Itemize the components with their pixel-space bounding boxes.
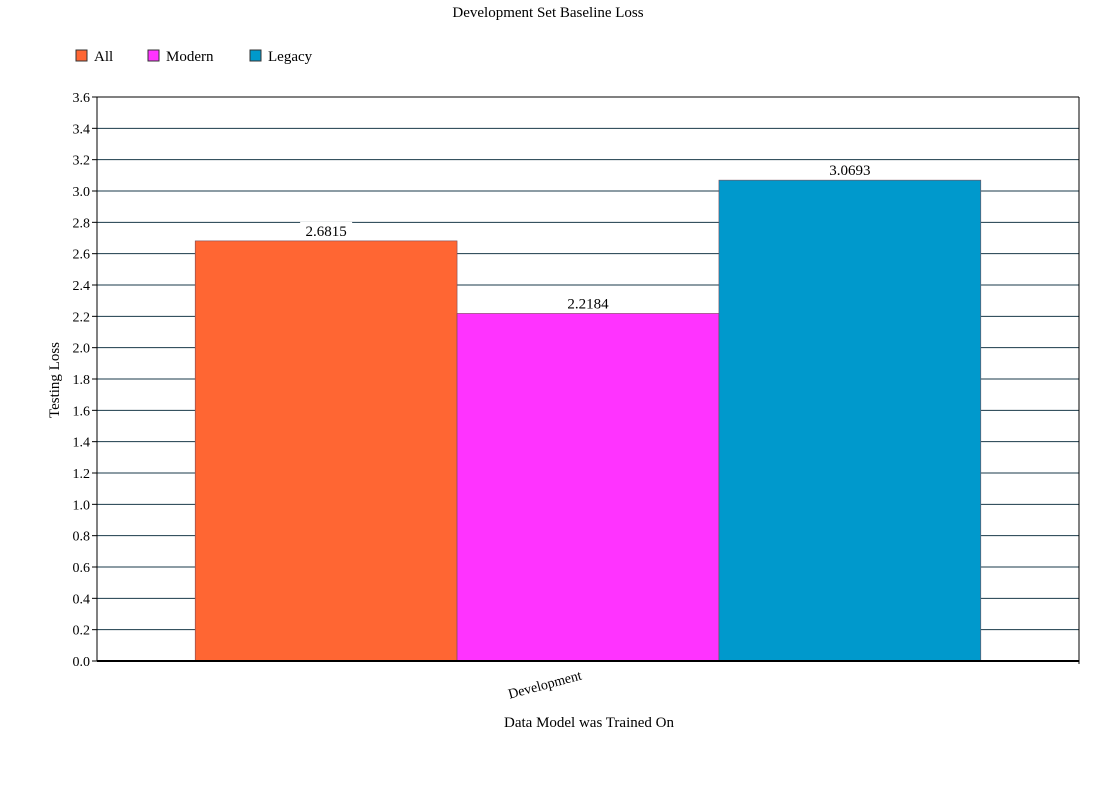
legend-swatch	[75, 49, 88, 62]
y-tick-label: 2.2	[73, 310, 91, 325]
legend-label: All	[94, 49, 113, 65]
data-label-modern: 2.2184	[567, 296, 609, 312]
y-tick-label: 2.6	[73, 248, 91, 263]
y-tick-label: 1.2	[73, 467, 91, 482]
data-label-all: 2.6815	[306, 224, 347, 240]
x-tick-label: Development	[507, 669, 584, 703]
y-tick-label: 1.4	[73, 436, 91, 451]
legend-item-legacy: Legacy	[249, 49, 313, 65]
y-tick-label: 1.0	[73, 498, 91, 513]
y-tick-label: 0.4	[73, 592, 91, 607]
y-tick-label: 3.2	[73, 154, 91, 169]
data-labels: 2.6815 2.2184 3.0693	[300, 161, 876, 312]
chart-title: Development Set Baseline Loss	[452, 5, 643, 21]
data-label-legacy: 3.0693	[829, 163, 870, 179]
y-tick-label: 2.4	[73, 279, 91, 294]
legend-label: Legacy	[268, 49, 313, 65]
y-tick-label: 0.6	[73, 561, 91, 576]
legend: All Modern Legacy	[75, 49, 313, 65]
bar-legacy	[718, 179, 982, 662]
y-tick-label: 1.6	[73, 404, 91, 419]
y-axis-label: Testing Loss	[47, 342, 63, 418]
bar-all	[194, 240, 458, 662]
y-tick-label: 0.0	[73, 655, 91, 670]
y-tick-label: 2.0	[73, 342, 91, 357]
y-tick-label: 2.8	[73, 216, 91, 231]
legend-item-all: All	[75, 49, 113, 65]
y-tick-label: 0.8	[73, 530, 91, 545]
data-label-background	[562, 294, 614, 312]
axes	[96, 96, 1080, 664]
y-tick-label: 0.2	[73, 624, 91, 639]
y-tick-label: 3.4	[73, 122, 91, 137]
legend-label: Modern	[166, 49, 214, 65]
y-tick-label: 3.6	[73, 91, 91, 106]
legend-swatch	[147, 49, 160, 62]
x-axis-ticks: Development	[507, 669, 584, 703]
y-axis-ticks: 0.0 0.2 0.4 0.6 0.8 1.0 1.2 1.4 1.6 1.8 2.0 2.2 2.4 2…	[73, 91, 97, 670]
y-tick-label: 1.8	[73, 373, 91, 388]
legend-swatch	[249, 49, 262, 62]
x-axis-label: Data Model was Trained On	[504, 715, 674, 731]
legend-item-modern: Modern	[147, 49, 214, 65]
data-label-background	[300, 221, 353, 239]
bar-modern	[456, 313, 720, 662]
bars	[194, 179, 982, 662]
y-tick-label: 3.0	[73, 185, 91, 200]
data-label-background	[823, 161, 876, 179]
